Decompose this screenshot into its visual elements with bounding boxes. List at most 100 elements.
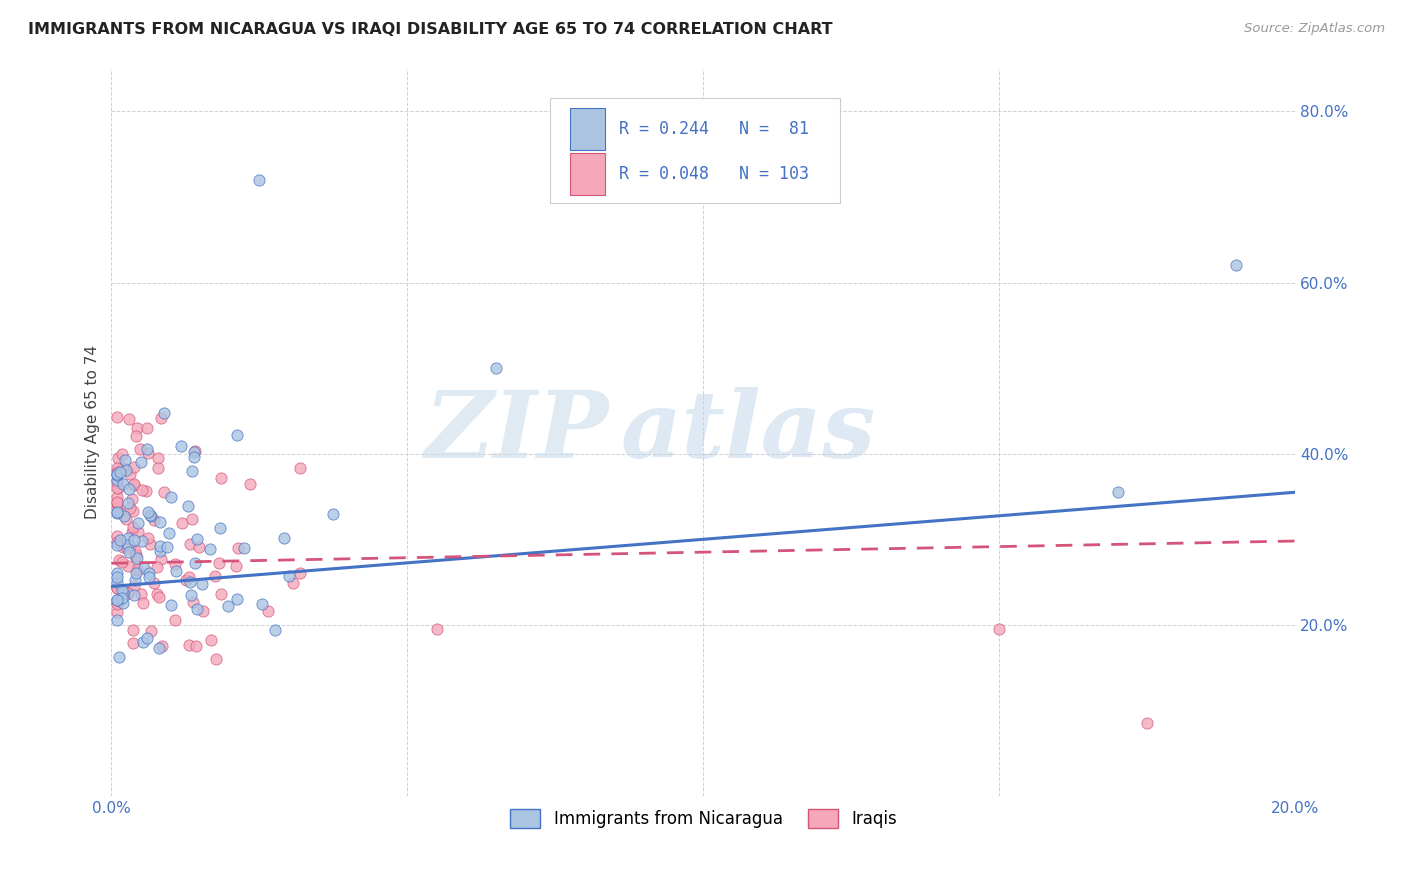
- Point: [183, 450, 205, 465]
- Point: [170, 439, 193, 453]
- Point: [114, 585, 136, 599]
- Point: [118, 412, 141, 426]
- Point: [181, 512, 204, 526]
- Point: [250, 598, 273, 612]
- Point: [125, 551, 148, 566]
- Legend: Immigrants from Nicaragua, Iraqis: Immigrants from Nicaragua, Iraqis: [503, 803, 903, 835]
- Point: [117, 538, 139, 552]
- Point: [281, 576, 304, 591]
- Point: [129, 587, 152, 601]
- Point: [111, 555, 134, 569]
- Point: [115, 463, 138, 477]
- Point: [105, 592, 128, 607]
- Text: Source: ZipAtlas.com: Source: ZipAtlas.com: [1244, 22, 1385, 36]
- Point: [157, 525, 180, 540]
- Point: [180, 588, 202, 602]
- Point: [122, 460, 145, 475]
- Point: [127, 516, 149, 530]
- Point: [198, 542, 221, 557]
- Point: [163, 557, 186, 571]
- Point: [114, 512, 136, 526]
- Point: [179, 638, 201, 652]
- Point: [190, 577, 212, 591]
- Point: [125, 429, 148, 443]
- Point: [139, 508, 162, 523]
- Point: [139, 537, 162, 551]
- Point: [105, 566, 128, 580]
- Point: [105, 605, 128, 619]
- Bar: [569, 108, 605, 150]
- Point: [135, 631, 157, 645]
- Point: [150, 411, 173, 425]
- Point: [114, 453, 136, 467]
- Point: [217, 599, 239, 614]
- Point: [105, 538, 128, 552]
- Point: [107, 450, 129, 465]
- Point: [111, 477, 134, 491]
- Point: [179, 575, 201, 590]
- Point: [132, 597, 155, 611]
- Point: [136, 421, 159, 435]
- Point: [105, 473, 128, 487]
- Point: [129, 455, 152, 469]
- Point: [117, 585, 139, 599]
- Point: [146, 587, 169, 601]
- Point: [150, 552, 173, 566]
- Point: [105, 596, 128, 610]
- Point: [153, 485, 176, 500]
- Point: [111, 591, 134, 605]
- Point: [179, 570, 201, 584]
- Point: [160, 490, 183, 504]
- Point: [138, 446, 160, 460]
- Point: [177, 499, 200, 513]
- Point: [124, 543, 146, 558]
- Point: [145, 560, 167, 574]
- FancyBboxPatch shape: [550, 97, 839, 203]
- Text: IMMIGRANTS FROM NICARAGUA VS IRAQI DISABILITY AGE 65 TO 74 CORRELATION CHART: IMMIGRANTS FROM NICARAGUA VS IRAQI DISAB…: [28, 22, 832, 37]
- Point: [131, 534, 153, 549]
- Point: [209, 587, 232, 601]
- Point: [148, 460, 170, 475]
- Point: [124, 478, 146, 492]
- Point: [117, 586, 139, 600]
- Point: [132, 561, 155, 575]
- Point: [105, 581, 128, 595]
- Point: [187, 541, 209, 555]
- Point: [124, 549, 146, 563]
- Point: [118, 501, 141, 516]
- Point: [121, 636, 143, 650]
- Point: [117, 482, 139, 496]
- Point: [117, 559, 139, 574]
- Point: [288, 461, 311, 475]
- Point: [148, 641, 170, 656]
- Point: [105, 475, 128, 489]
- Point: [179, 536, 201, 550]
- Point: [150, 639, 173, 653]
- Point: [105, 506, 128, 520]
- Point: [105, 592, 128, 607]
- Point: [149, 543, 172, 558]
- Point: [136, 531, 159, 545]
- Point: [184, 556, 207, 570]
- Point: [122, 520, 145, 534]
- Point: [204, 569, 226, 583]
- Point: [105, 481, 128, 495]
- Point: [165, 613, 187, 627]
- Point: [226, 541, 249, 555]
- Point: [131, 483, 153, 498]
- Point: [257, 604, 280, 618]
- Point: [105, 409, 128, 424]
- Point: [105, 467, 128, 482]
- Point: [111, 582, 134, 597]
- Y-axis label: Disability Age 65 to 74: Disability Age 65 to 74: [86, 345, 100, 519]
- Point: [118, 539, 141, 553]
- Point: [273, 531, 295, 545]
- Point: [322, 508, 344, 522]
- Point: [485, 361, 508, 376]
- Point: [121, 491, 143, 506]
- Point: [138, 505, 160, 519]
- Bar: [569, 153, 605, 195]
- Point: [138, 570, 160, 584]
- Point: [209, 471, 232, 485]
- Point: [186, 639, 208, 653]
